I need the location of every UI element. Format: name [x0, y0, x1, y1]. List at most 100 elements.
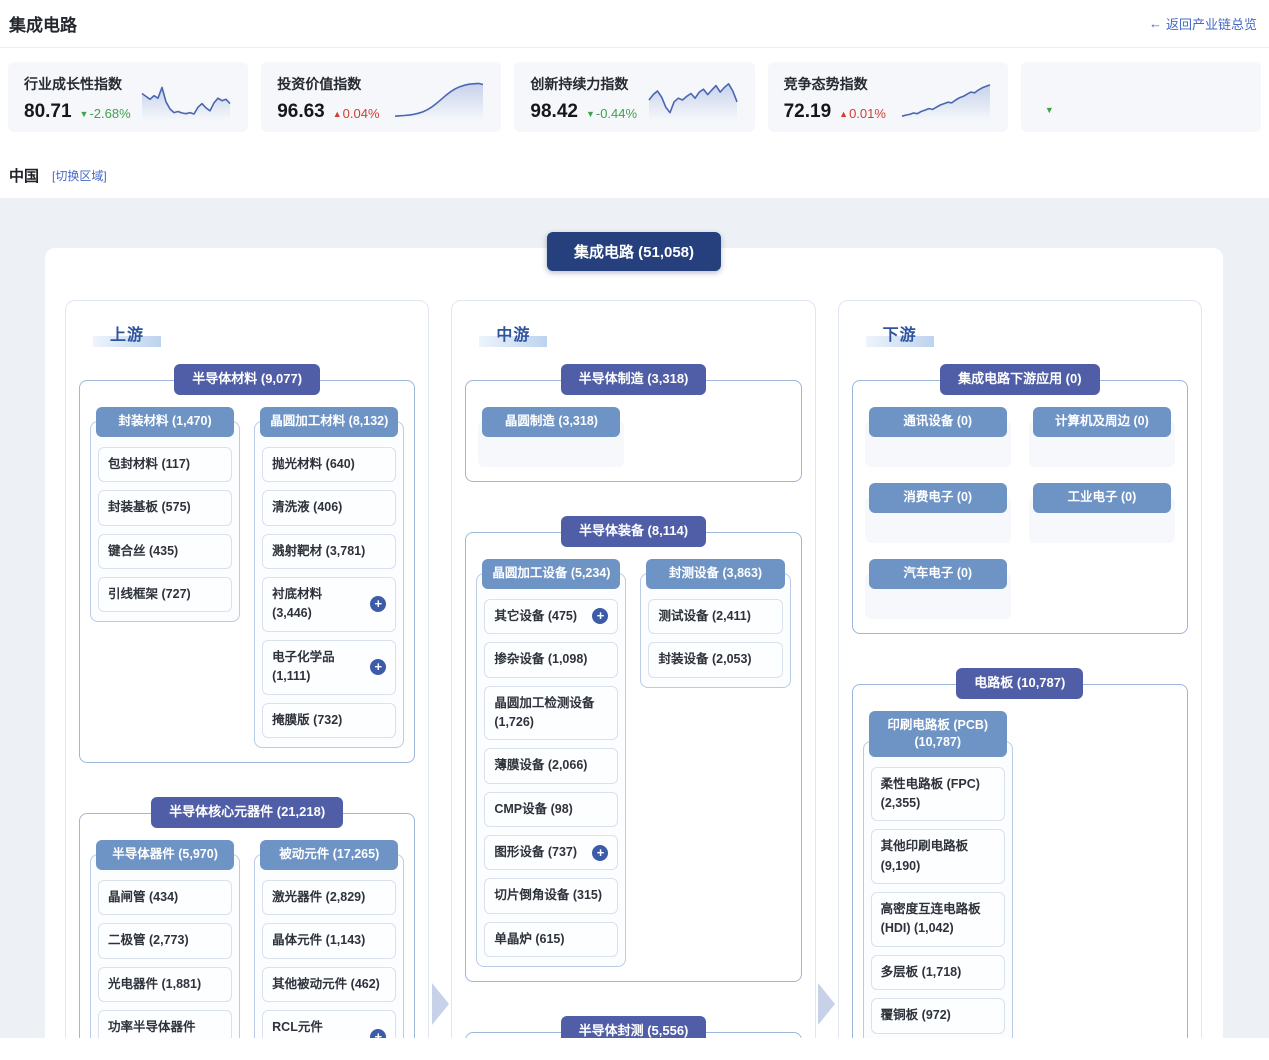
leaf-item[interactable]: 溅射靶材 (3,781) — [262, 533, 397, 570]
leaf-count: (737) — [547, 845, 578, 860]
group-badge[interactable]: 印刷电路板 (PCB) (10,787) — [868, 710, 1007, 757]
index-card[interactable]: 行业成长性指数 80.71 ▼ -2.68% — [8, 62, 249, 132]
chain-column-midstream: 中游 半导体制造 (3,318) 晶圆制造 (3,318) 半导体装备 (8,114)… — [451, 300, 816, 1038]
leaf-item[interactable]: 电子化学品 (1,111) + — [262, 639, 397, 695]
leaf-name: 二极管 — [108, 933, 146, 948]
leaf-item[interactable]: 薄膜设备 (2,066) — [484, 748, 619, 784]
leaf-count: (434) — [149, 889, 179, 904]
leaf-item[interactable]: 高密度互连电路板 (HDI) (1,042) — [870, 892, 1005, 947]
leaf-count: (640) — [325, 456, 355, 471]
node-group: 消费电子 (0) — [863, 482, 1013, 543]
leaf-item[interactable]: 单晶炉 (615) — [484, 921, 619, 958]
leaf-item[interactable]: 光电器件 (1,881) — [98, 966, 233, 1002]
back-link[interactable]: ← 返回产业链总览 — [1149, 14, 1257, 33]
leaf-item[interactable]: 封装基板 (575) — [98, 490, 233, 526]
leaf-item[interactable]: 抛光材料 (640) — [262, 446, 397, 483]
index-card-title: 投资价值指数 — [277, 75, 362, 92]
leaf-item[interactable]: RCL元件 (9,219)+ — [262, 1009, 397, 1038]
leaf-item[interactable]: 晶圆加工检测设备 (1,726) — [484, 685, 619, 741]
leaf-name: 激光器件 — [272, 889, 323, 904]
switch-region-link[interactable]: [切换区域] — [52, 168, 107, 183]
plus-icon[interactable]: + — [370, 596, 387, 613]
group-badge[interactable]: 晶圆制造 (3,318) — [482, 406, 621, 437]
node-group: 晶圆加工设备 (5,234) 其它设备 (475) + 掺杂设备 (1,098) 晶圆加… — [476, 558, 627, 968]
section-badge[interactable]: 半导体材料 (9,077) — [174, 364, 321, 395]
leaf-item[interactable]: 晶闸管 (434) — [98, 879, 233, 916]
leaf-count: (2,053) — [711, 652, 752, 667]
leaf-item[interactable]: 其他被动元件 (462) — [262, 966, 397, 1002]
group-body: 柔性电路板 (FPC) (2,355) 其他印刷电路板 (9,190) 高密度互连电… — [862, 740, 1013, 1038]
section-badge[interactable]: 半导体封测 (5,556) — [560, 1016, 707, 1038]
index-card[interactable]: 竞争态势指数 72.19 ▲ 0.01% — [767, 62, 1008, 132]
leaf-count: (727) — [161, 587, 191, 602]
plus-icon[interactable]: + — [592, 844, 609, 861]
node-group: 计算机及周边 (0) — [1027, 406, 1177, 467]
group-badge[interactable]: 计算机及周边 (0) — [1032, 406, 1171, 437]
leaf-item[interactable]: 引线框架 (727) — [98, 577, 233, 613]
index-card-title: 行业成长性指数 — [24, 75, 122, 92]
index-card-change-value: -2.68% — [89, 106, 131, 121]
group-badge[interactable]: 通讯设备 (0) — [868, 406, 1007, 437]
leaf-name: CMP设备 — [494, 801, 548, 816]
leaf-item[interactable]: 键合丝 (435) — [98, 533, 233, 570]
group-body: 晶闸管 (434) 二极管 (2,773) 光电器件 (1,881) 功率半导体器件 … — [90, 853, 241, 1038]
leaf-item[interactable]: 激光器件 (2,829) — [262, 879, 397, 916]
leaf-count: (9,190) — [880, 858, 921, 873]
leaf-item[interactable]: 测试设备 (2,411) — [648, 598, 783, 635]
group-badge[interactable]: 消费电子 (0) — [868, 482, 1007, 513]
root-node-badge[interactable]: 集成电路 (51,058) — [546, 232, 722, 271]
leaf-item[interactable]: 切片倒角设备 (315) — [484, 878, 619, 914]
index-card[interactable]: 创新持续力指数 98.42 ▼ -0.44% — [514, 62, 755, 132]
group-badge[interactable]: 被动元件 (17,265) — [260, 839, 399, 870]
leaf-name: 测试设备 — [658, 608, 709, 623]
group-badge[interactable]: 封装材料 (1,470) — [96, 406, 235, 437]
leaf-count: (117) — [161, 456, 191, 471]
leaf-item[interactable]: 其它设备 (475) + — [484, 598, 619, 635]
leaf-name: 多层板 — [880, 964, 919, 979]
section-badge[interactable]: 半导体装备 (8,114) — [560, 515, 707, 547]
leaf-item[interactable]: 多层板 (1,718) — [870, 954, 1005, 991]
section-badge[interactable]: 半导体制造 (3,318) — [560, 364, 707, 395]
group-badge[interactable]: 晶圆加工设备 (5,234) — [482, 558, 621, 589]
section-badge[interactable]: 集成电路下游应用 (0) — [940, 364, 1100, 395]
leaf-item[interactable]: 清洗液 (406) — [262, 490, 397, 526]
leaf-item[interactable]: 掩膜版 (732) — [262, 702, 397, 738]
leaf-item[interactable]: 图形设备 (737) + — [484, 835, 619, 871]
leaf-item[interactable]: CMP设备 (98) — [484, 791, 619, 828]
leaf-item[interactable]: 包封材料 (117) — [98, 446, 233, 483]
leaf-name: 封装设备 — [658, 652, 709, 667]
leaf-item[interactable]: 掺杂设备 (1,098) — [484, 642, 619, 678]
leaf-count: (2,829) — [325, 889, 366, 904]
leaf-item[interactable]: 二极管 (2,773) — [98, 923, 233, 959]
leaf-name: 切片倒角设备 — [494, 888, 570, 903]
index-card[interactable]: ▼ — [1020, 62, 1262, 132]
leaf-name: 晶闸管 — [108, 889, 146, 904]
sparkline-chart — [901, 84, 991, 120]
group-badge[interactable]: 半导体器件 (5,970) — [96, 839, 235, 870]
plus-icon[interactable]: + — [592, 608, 609, 625]
section-badge[interactable]: 半导体核心元器件 (21,218) — [151, 796, 344, 828]
leaf-name: 其他印刷电路板 — [880, 839, 969, 854]
leaf-item[interactable]: 其他印刷电路板 (9,190) — [870, 829, 1005, 885]
section-badge[interactable]: 电路板 (10,787) — [956, 667, 1084, 699]
leaf-name: 封装基板 — [108, 500, 159, 515]
plus-icon[interactable]: + — [370, 1029, 387, 1038]
leaf-item[interactable]: 覆铜板 (972) — [870, 998, 1005, 1034]
group-badge[interactable]: 汽车电子 (0) — [868, 558, 1007, 589]
group-badge[interactable]: 工业电子 (0) — [1032, 482, 1171, 513]
chain-column-upstream: 上游 半导体材料 (9,077) 封装材料 (1,470) 包封材料 (117) 封装基… — [65, 300, 430, 1038]
index-card-change-value: 0.01% — [849, 106, 886, 121]
leaf-item[interactable]: 晶体元件 (1,143) — [262, 923, 397, 959]
leaf-name: 掺杂设备 — [494, 652, 545, 667]
leaf-name: 晶圆加工检测设备 — [494, 695, 595, 710]
index-card[interactable]: 投资价值指数 96.63 ▲ 0.04% — [261, 62, 502, 132]
plus-icon[interactable]: + — [370, 659, 387, 676]
leaf-item[interactable]: 柔性电路板 (FPC) (2,355) — [870, 766, 1005, 822]
index-card-value: 98.42 — [530, 100, 578, 122]
node-group: 工业电子 (0) — [1027, 482, 1177, 543]
leaf-item[interactable]: 功率半导体器件 (919) — [98, 1009, 233, 1038]
leaf-item[interactable]: 封装设备 (2,053) — [648, 642, 783, 678]
group-badge[interactable]: 晶圆加工材料 (8,132) — [260, 406, 399, 437]
leaf-item[interactable]: 衬底材料 (3,446) + — [262, 577, 397, 632]
group-badge[interactable]: 封测设备 (3,863) — [646, 558, 785, 589]
